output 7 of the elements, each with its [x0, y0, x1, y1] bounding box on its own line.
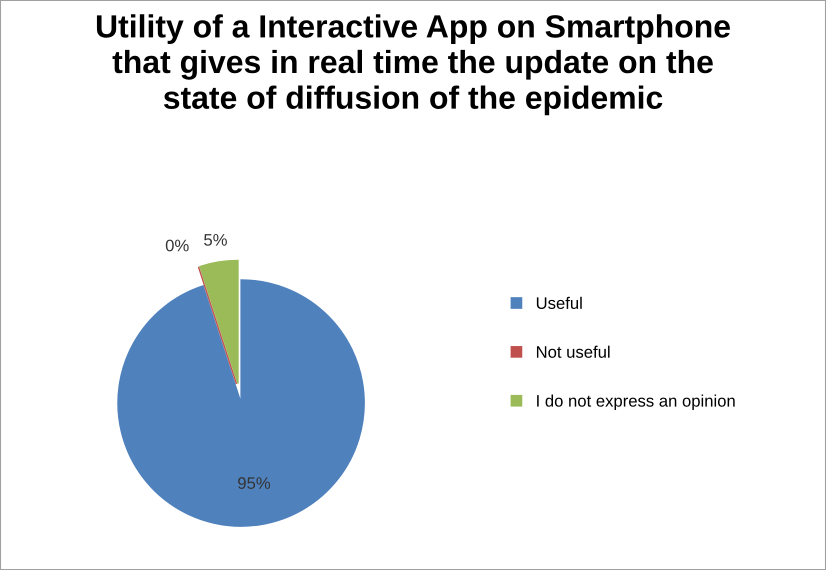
legend-label: I do not express an opinion	[537, 394, 735, 410]
chart-title: Utility of a Interactive App on Smartphone that gives in real time the update on the state of diffusion of the epidemic	[96, 14, 730, 116]
legend-label: Not useful	[536, 346, 610, 358]
data-label: 5%	[204, 234, 227, 246]
text: 0%	[166, 240, 189, 252]
data-label: 95%	[238, 477, 270, 489]
legend-label: Useful	[536, 296, 582, 310]
